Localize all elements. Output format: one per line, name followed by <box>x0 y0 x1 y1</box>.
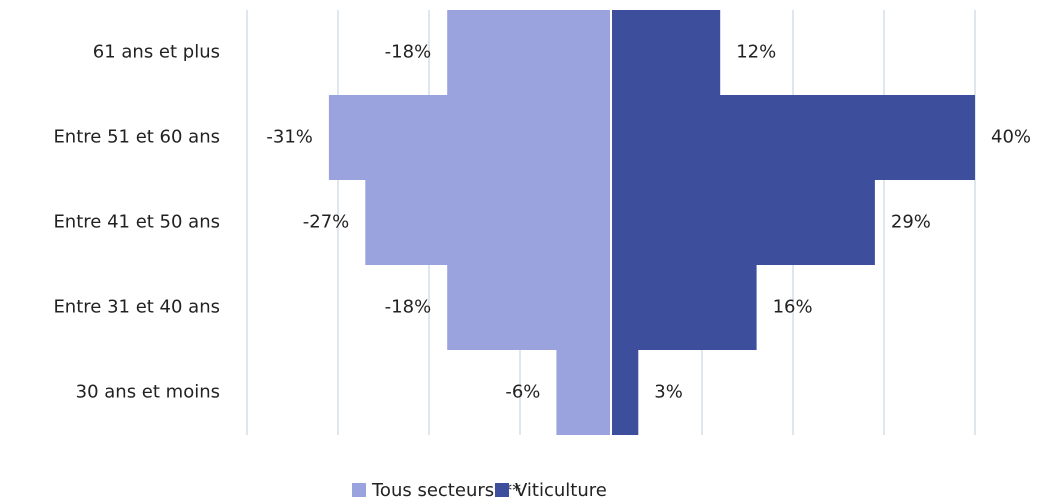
y-tick-label: Entre 41 et 50 ans <box>53 212 220 233</box>
bar <box>328 95 611 180</box>
bar <box>365 180 611 265</box>
data-label: -18% <box>385 42 432 63</box>
y-tick-label: 30 ans et moins <box>76 382 220 403</box>
data-label: 40% <box>991 127 1031 148</box>
bar <box>556 350 611 435</box>
legend-label: Viticulture <box>515 480 607 499</box>
y-tick-label: 61 ans et plus <box>93 42 220 63</box>
bar <box>447 10 611 95</box>
data-label: 3% <box>654 382 683 403</box>
legend-swatch <box>352 483 366 497</box>
legend-swatch <box>495 483 509 497</box>
data-label: -6% <box>505 382 540 403</box>
bar <box>611 95 975 180</box>
bar <box>611 180 875 265</box>
data-label: 29% <box>891 212 931 233</box>
bar <box>447 265 611 350</box>
legend-label: Tous secteurs*** <box>371 480 521 499</box>
bar <box>611 350 639 435</box>
y-tick-label: Entre 51 et 60 ans <box>53 127 220 148</box>
bar <box>611 265 757 350</box>
bar <box>611 10 721 95</box>
data-label: 16% <box>773 297 813 318</box>
data-label: -31% <box>266 127 313 148</box>
data-label: -27% <box>303 212 350 233</box>
y-tick-label: Entre 31 et 40 ans <box>53 297 220 318</box>
data-label: -18% <box>385 297 432 318</box>
data-label: 12% <box>736 42 776 63</box>
